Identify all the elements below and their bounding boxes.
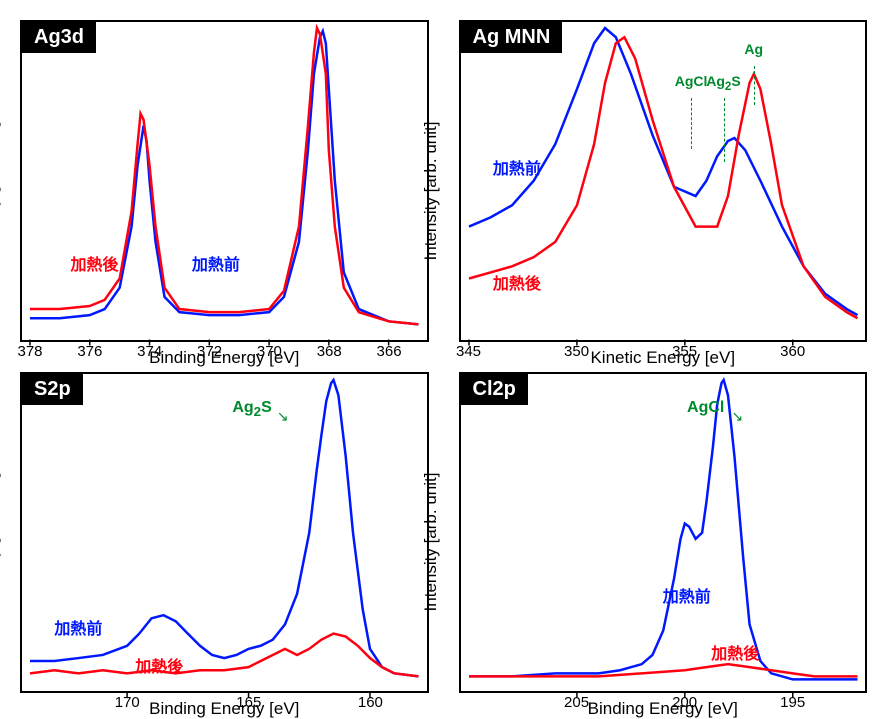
series-annotation: 加熱前	[493, 155, 541, 179]
series-line	[468, 379, 857, 678]
marker-label: Ag2S	[706, 73, 741, 93]
marker-label: Ag	[744, 41, 763, 57]
marker-line	[691, 98, 692, 149]
panel-ag3d: Ag3d Intensity [arb. unit] Binding Energ…	[20, 20, 429, 342]
panel-cl2p: Cl2p Intensity [arb. unit] Binding Energ…	[459, 372, 868, 694]
panel-s2p: S2p Intensity [arb. unit] Binding Energy…	[20, 372, 429, 694]
arrow-icon: ↘	[732, 408, 744, 425]
panel-title-s2p: S2p	[22, 374, 83, 405]
x-label: Binding Energy [eV]	[588, 699, 738, 719]
chart-grid: Ag3d Intensity [arb. unit] Binding Energ…	[20, 20, 867, 693]
series-annotation: 加熱後	[711, 640, 759, 664]
series-annotation: 加熱後	[493, 270, 541, 294]
series-annotation: 加熱後	[71, 251, 119, 275]
x-label: Kinetic Energy [eV]	[590, 348, 735, 368]
series-line	[30, 31, 419, 324]
peak-label: AgCl	[687, 399, 724, 417]
series-line	[30, 633, 419, 676]
marker-line	[754, 66, 755, 104]
panel-agmnn: Ag MNN Intensity [arb. unit] Kinetic Ene…	[459, 20, 868, 342]
panel-title-agmnn: Ag MNN	[461, 22, 563, 53]
y-label: Intensity [arb. unit]	[421, 121, 441, 260]
x-label: Binding Energy [eV]	[149, 699, 299, 719]
panel-title-cl2p: Cl2p	[461, 374, 528, 405]
panel-title-ag3d: Ag3d	[22, 22, 96, 53]
marker-line	[724, 98, 725, 162]
series-annotation: 加熱後	[135, 653, 183, 677]
series-annotation: 加熱前	[54, 615, 102, 639]
y-label: Intensity [arb. unit]	[0, 121, 2, 260]
y-label: Intensity [arb. unit]	[0, 473, 2, 612]
series-annotation: 加熱前	[663, 583, 711, 607]
series-annotation: 加熱前	[192, 251, 240, 275]
peak-label: Ag2S	[232, 399, 271, 419]
arrow-icon: ↘	[277, 408, 289, 425]
y-label: Intensity [arb. unit]	[421, 473, 441, 612]
series-line	[30, 28, 419, 324]
marker-label: AgCl	[675, 73, 708, 89]
